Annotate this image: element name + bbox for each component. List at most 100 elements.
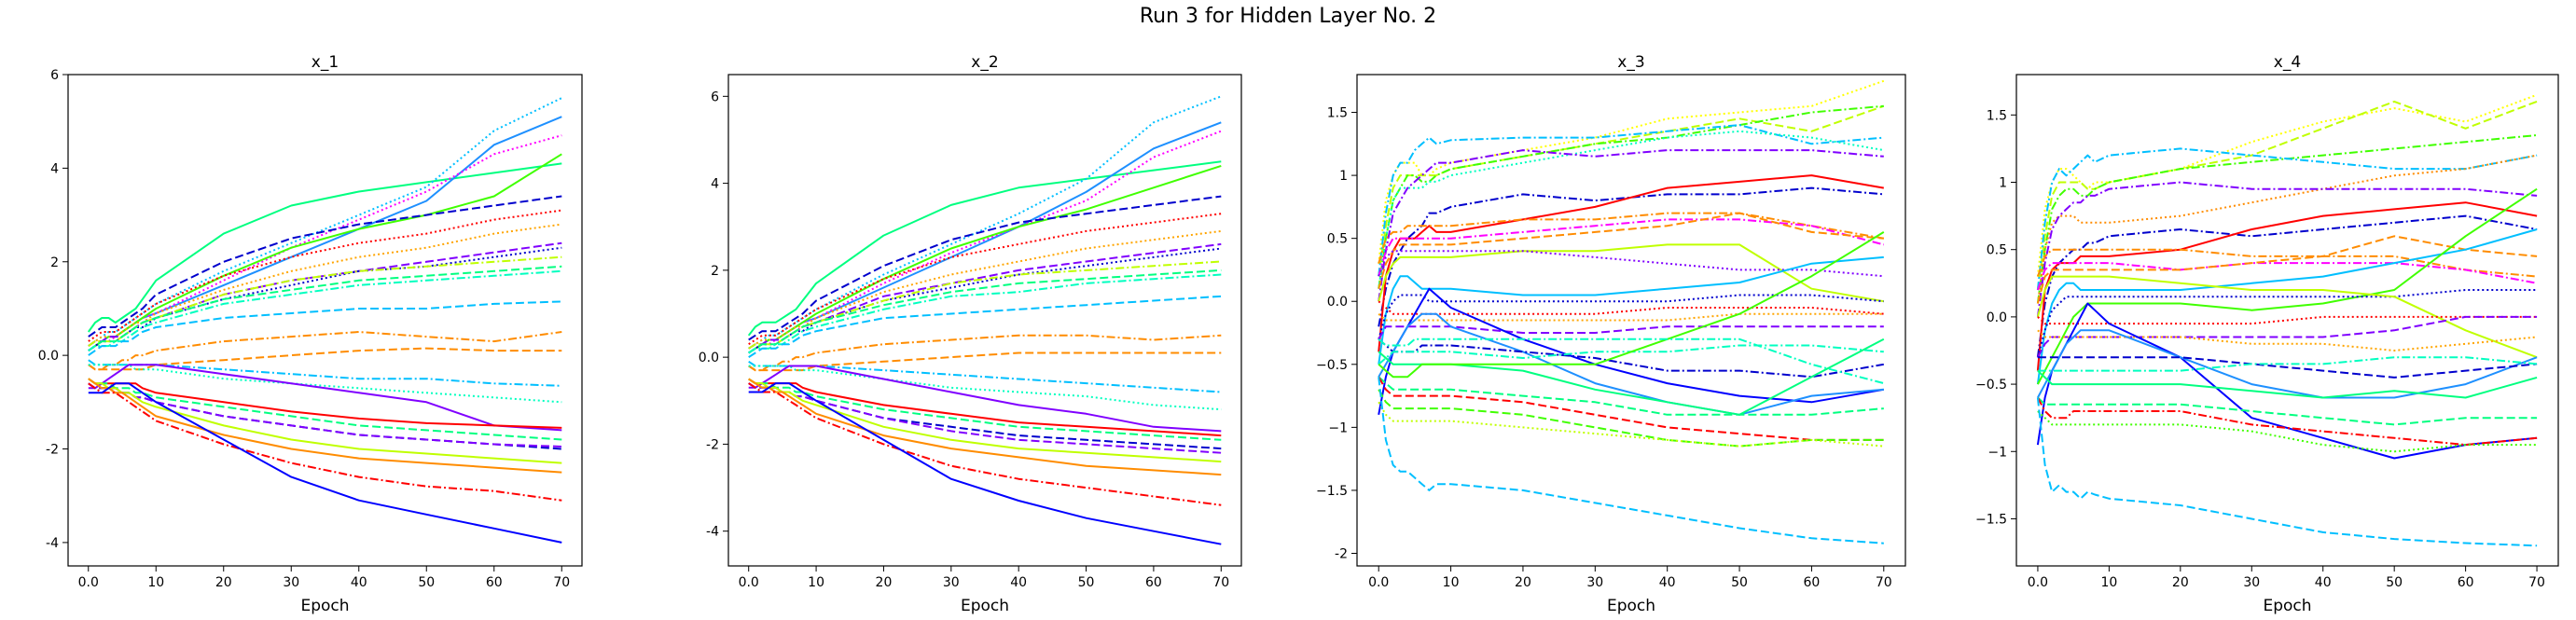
chart-panel-4: 0.0 10 20 30 40 50 60 70 −1.5 −1 −0.5 0.0 0.5 1 1.5 x_4… bbox=[1975, 53, 2559, 615]
series-line-16 bbox=[748, 351, 1222, 372]
series-line-19 bbox=[2036, 302, 2538, 460]
series-line-26 bbox=[2037, 410, 2538, 453]
series-line-16 bbox=[1378, 300, 1884, 315]
x-tick-label: 70 bbox=[1876, 575, 1892, 590]
x-tick-label: 20 bbox=[215, 575, 232, 590]
x-tick-label: 40 bbox=[1659, 575, 1676, 590]
series-line-14 bbox=[748, 295, 1222, 358]
x-tick-label: 20 bbox=[1515, 575, 1531, 590]
series-line-2 bbox=[88, 97, 562, 347]
series-line-2 bbox=[2036, 100, 2538, 291]
series-line-17 bbox=[1378, 312, 1884, 322]
series-line-13 bbox=[748, 273, 1222, 354]
x-tick-label: 10 bbox=[147, 575, 164, 590]
series-line-20 bbox=[2037, 329, 2538, 399]
y-tick-label: −0.5 bbox=[1316, 358, 1348, 373]
series-line-3 bbox=[2036, 134, 2538, 304]
series-line-27 bbox=[2036, 397, 2538, 547]
chart-panel-1: 0.0 10 20 30 40 50 60 70 -4 -2 0.0 2 4 6 x_1 Epoch bbox=[38, 53, 583, 615]
y-tick-label: 4 bbox=[711, 177, 719, 192]
x-tick-label: 50 bbox=[2386, 575, 2403, 590]
series-line-14 bbox=[88, 300, 562, 356]
series-line-10 bbox=[2036, 262, 2538, 291]
y-tick-label: 0.5 bbox=[1327, 232, 1348, 247]
series-line-19 bbox=[748, 365, 1222, 433]
series-line-16 bbox=[2037, 315, 2538, 325]
series-line-7 bbox=[1378, 186, 1884, 327]
y-tick-label: -4 bbox=[706, 525, 719, 540]
series-line-8 bbox=[2036, 201, 2538, 371]
chart-title: x_4 bbox=[2274, 53, 2301, 72]
y-tick-label: 1 bbox=[1339, 169, 1348, 184]
series-group bbox=[1378, 79, 1885, 544]
series-line-25 bbox=[748, 378, 1222, 476]
y-tick-label: −1 bbox=[1987, 445, 2007, 460]
series-line-29 bbox=[1378, 338, 1885, 385]
series-line-9 bbox=[88, 241, 562, 347]
x-tick-label: 0.0 bbox=[2028, 575, 2048, 590]
series-line-22 bbox=[1378, 344, 1884, 365]
series-line-24 bbox=[748, 378, 1222, 463]
series-line-21 bbox=[748, 378, 1222, 441]
x-tick-label: 10 bbox=[1443, 575, 1460, 590]
series-line-1 bbox=[747, 160, 1222, 337]
y-tick-label: 0.0 bbox=[38, 349, 59, 364]
series-line-13 bbox=[2037, 187, 2538, 385]
series-line-6 bbox=[748, 195, 1222, 341]
series-line-13 bbox=[1378, 250, 1884, 278]
series-line-21 bbox=[2037, 356, 2538, 379]
y-tick-label: -2 bbox=[1335, 546, 1348, 561]
series-line-14 bbox=[2036, 289, 2538, 358]
series-line-3 bbox=[88, 116, 562, 351]
series-line-25 bbox=[1378, 376, 1884, 416]
series-line-24 bbox=[2037, 396, 2538, 426]
series-line-5 bbox=[2036, 154, 2538, 304]
y-tick-label: −1.5 bbox=[1316, 484, 1348, 499]
series-line-9 bbox=[2036, 248, 2538, 278]
y-tick-label: 2 bbox=[711, 264, 719, 279]
series-line-4 bbox=[1378, 124, 1884, 277]
x-axis-label: Epoch bbox=[961, 597, 1009, 615]
series-line-21 bbox=[88, 378, 562, 441]
y-tick-label: 2 bbox=[50, 255, 59, 270]
y-tick-label: -4 bbox=[46, 536, 59, 551]
x-tick-label: 10 bbox=[808, 575, 824, 590]
y-tick-label: 1 bbox=[1999, 176, 2007, 191]
plot-frame bbox=[1356, 74, 1906, 567]
series-line-12 bbox=[88, 265, 562, 351]
series-line-8 bbox=[88, 223, 562, 347]
chart-title: x_3 bbox=[1617, 53, 1644, 72]
series-line-3 bbox=[1378, 104, 1884, 289]
series-line-18 bbox=[748, 365, 1222, 411]
series-line-24 bbox=[88, 378, 562, 464]
y-tick-label: 0.0 bbox=[699, 351, 719, 365]
series-line-15 bbox=[1378, 294, 1884, 340]
x-axis-label: Epoch bbox=[1607, 597, 1655, 615]
x-tick-label: 0.0 bbox=[739, 575, 759, 590]
x-tick-label: 0.0 bbox=[78, 575, 99, 590]
series-line-12 bbox=[748, 269, 1222, 354]
series-line-2 bbox=[1378, 104, 1885, 277]
series-line-2 bbox=[748, 95, 1222, 350]
x-tick-label: 60 bbox=[1145, 575, 1162, 590]
series-line-6 bbox=[1378, 149, 1884, 302]
x-tick-label: 50 bbox=[1731, 575, 1748, 590]
series-line-26 bbox=[1378, 376, 1884, 441]
series-line-6 bbox=[88, 195, 562, 338]
series-line-12 bbox=[1378, 243, 1884, 303]
x-tick-label: 30 bbox=[943, 575, 960, 590]
series-line-11 bbox=[2036, 235, 2538, 304]
series-line-9 bbox=[1378, 212, 1884, 264]
series-line-26 bbox=[748, 382, 1222, 506]
x-tick-label: 30 bbox=[1586, 575, 1603, 590]
series-line-23 bbox=[2037, 369, 2538, 399]
series-line-26 bbox=[88, 382, 562, 502]
x-tick-label: 60 bbox=[486, 575, 503, 590]
series-line-18 bbox=[2037, 329, 2538, 351]
y-tick-label: 0.0 bbox=[1987, 310, 2007, 325]
series-line-30 bbox=[1378, 377, 1884, 544]
x-tick-label: 0.0 bbox=[1368, 575, 1389, 590]
x-tick-label: 60 bbox=[1804, 575, 1821, 590]
y-tick-label: 6 bbox=[50, 68, 59, 83]
series-line-9 bbox=[748, 242, 1222, 350]
